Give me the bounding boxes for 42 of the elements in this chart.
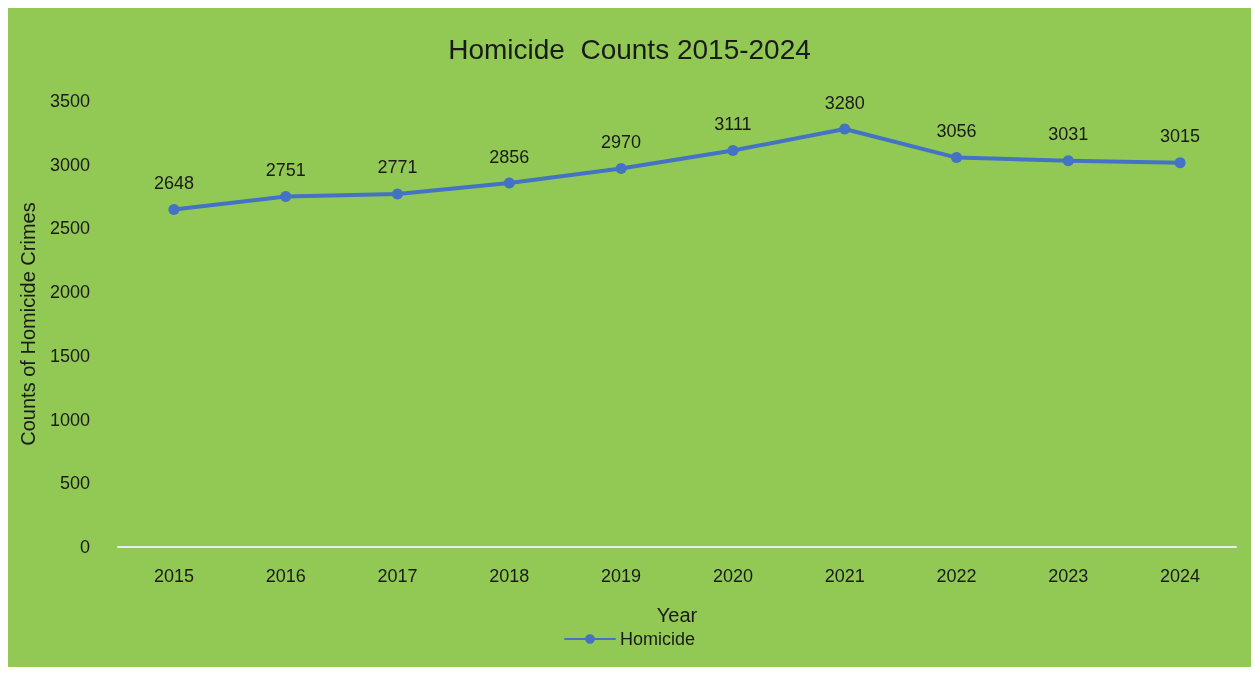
data-label: 3111 bbox=[714, 114, 752, 135]
data-label: 3280 bbox=[824, 92, 865, 113]
point bbox=[392, 188, 403, 200]
y-tick-label: 3500 bbox=[49, 91, 90, 111]
y-tick-label: 3000 bbox=[49, 154, 90, 175]
x-tick-label: 2016 bbox=[265, 566, 306, 586]
x-tick-label: 2015 bbox=[153, 566, 194, 586]
x-axis-title: Year bbox=[656, 604, 698, 626]
y-tick-label: 1000 bbox=[49, 409, 90, 430]
data-label: 2771 bbox=[377, 157, 418, 178]
x-tick-label: 2020 bbox=[712, 566, 753, 586]
x-tick-label: 2019 bbox=[601, 566, 642, 586]
y-tick-label: 500 bbox=[59, 473, 90, 494]
point bbox=[951, 152, 962, 164]
data-label: 3031 bbox=[1048, 124, 1089, 145]
data-label: 2648 bbox=[153, 173, 194, 194]
point bbox=[168, 204, 180, 216]
chart-title: Homicide Counts 2015-2024 bbox=[448, 33, 811, 65]
point bbox=[1062, 155, 1074, 167]
y-tick-label: 0 bbox=[79, 537, 90, 557]
data-label: 3015 bbox=[1160, 126, 1201, 147]
y-tick-label: 1500 bbox=[49, 345, 90, 366]
point bbox=[503, 177, 515, 189]
point bbox=[1174, 157, 1186, 169]
point bbox=[615, 163, 627, 175]
y-tick-label: 2500 bbox=[49, 218, 90, 239]
x-tick-label: 2022 bbox=[936, 566, 977, 586]
point bbox=[280, 190, 292, 202]
y-tick-label: 2000 bbox=[49, 282, 90, 303]
x-tick-label: 2021 bbox=[824, 566, 865, 586]
point bbox=[839, 123, 851, 135]
data-label: 2970 bbox=[601, 132, 642, 153]
legend-label: Homicide bbox=[619, 629, 696, 649]
x-tick-label: 2017 bbox=[377, 566, 418, 586]
x-tick-label: 2023 bbox=[1048, 566, 1089, 586]
point bbox=[727, 145, 739, 157]
data-label: 2751 bbox=[265, 159, 306, 180]
data-label: 3056 bbox=[936, 121, 977, 142]
data-label: 2856 bbox=[489, 146, 530, 167]
y-axis-title: Counts of Homicide Crimes bbox=[17, 202, 39, 446]
x-tick-label: 2024 bbox=[1160, 566, 1201, 586]
x-tick-label: 2018 bbox=[489, 566, 530, 586]
